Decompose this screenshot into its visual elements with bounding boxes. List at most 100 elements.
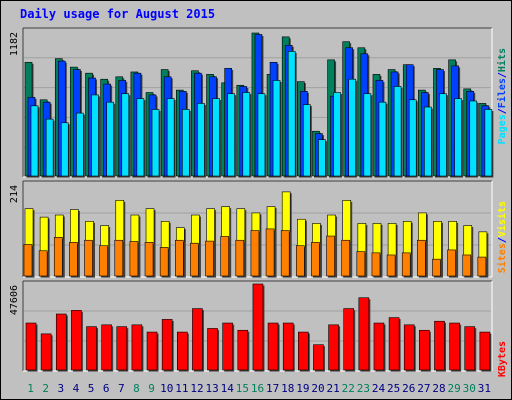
sites-bar xyxy=(220,236,229,277)
pages-bar xyxy=(197,103,205,177)
pages-bar xyxy=(166,98,175,177)
day-label: 1 xyxy=(27,382,34,395)
kbytes-bar xyxy=(192,308,203,371)
axis-max-label: 1182 xyxy=(9,32,20,56)
day-label: 24 xyxy=(372,382,386,395)
kbytes-bar xyxy=(328,324,339,371)
pages-bar xyxy=(333,92,341,177)
legend-separator: / xyxy=(497,72,508,78)
pages-bar xyxy=(76,112,84,177)
axis-max-label: 214 xyxy=(9,185,20,203)
kbytes-bar xyxy=(55,313,67,371)
kbytes-bar xyxy=(267,322,279,371)
kbytes-bar xyxy=(101,324,112,371)
sites-bar xyxy=(144,242,154,277)
day-label: 2 xyxy=(42,382,49,395)
pages-bar xyxy=(257,93,266,177)
kbytes-bar xyxy=(358,297,370,371)
pages-bar xyxy=(181,109,190,177)
kbytes-bar xyxy=(388,317,400,371)
day-label: 6 xyxy=(103,382,110,395)
day-label: 17 xyxy=(266,382,279,395)
kbytes-bar xyxy=(86,326,97,371)
pages-bar xyxy=(151,109,160,177)
kbytes-bar xyxy=(313,344,324,371)
day-label: 9 xyxy=(148,382,155,395)
kbytes-bar xyxy=(40,333,52,371)
sites-bar xyxy=(386,254,396,277)
legend-hits: Hits xyxy=(496,48,508,72)
day-label: 31 xyxy=(478,382,491,395)
pages-bar xyxy=(60,122,69,177)
legend-separator: / xyxy=(497,108,508,114)
kbytes-bar xyxy=(419,329,430,371)
pages-bar xyxy=(91,94,99,177)
sites-bar xyxy=(84,239,93,277)
pages-bar xyxy=(303,104,311,177)
day-label: 16 xyxy=(251,382,264,395)
kbytes-bar xyxy=(237,329,249,371)
pages-bar xyxy=(242,92,251,177)
kbytes-bar xyxy=(161,319,173,371)
kbytes-bar xyxy=(71,310,82,371)
day-label: 5 xyxy=(88,382,95,395)
kbytes-bar xyxy=(252,283,264,371)
kbytes-bar xyxy=(343,308,355,371)
day-label: 29 xyxy=(448,382,461,395)
pages-bar xyxy=(212,98,220,177)
sites-bar xyxy=(371,252,381,277)
sites-bar xyxy=(326,235,335,277)
kbytes-bar xyxy=(298,331,309,371)
sites-bar xyxy=(205,240,214,277)
kbytes-bar xyxy=(434,320,445,371)
kbytes-bar xyxy=(373,322,385,371)
kbytes-bar xyxy=(403,324,415,371)
kbytes-bar xyxy=(464,326,476,371)
kbytes-bar xyxy=(146,331,158,371)
legend-kbytes: KBytes xyxy=(497,341,508,377)
kbytes-bar xyxy=(116,326,128,371)
pages-bar xyxy=(287,51,296,177)
kbytes-bar xyxy=(176,331,188,371)
sites-bar xyxy=(174,239,184,277)
pages-bar xyxy=(30,105,39,177)
legend-visits: Visits xyxy=(496,201,508,237)
pages-bar xyxy=(136,98,145,177)
legend-separator: / xyxy=(497,237,508,243)
sites-bar xyxy=(417,239,426,277)
legend: Pages/Files/Hits xyxy=(496,48,508,144)
sites-bar xyxy=(53,237,63,277)
pages-bar xyxy=(424,106,432,177)
sites-bar xyxy=(462,254,472,277)
day-label: 22 xyxy=(342,382,355,395)
sites-bar xyxy=(432,258,441,277)
kbytes-bar xyxy=(479,331,491,371)
legend-pages: Pages xyxy=(497,114,508,144)
pages-bar xyxy=(318,139,326,177)
sites-bar xyxy=(159,247,169,277)
pages-bar xyxy=(439,93,447,177)
pages-bar xyxy=(227,93,235,177)
day-label: 30 xyxy=(463,382,476,395)
sites-bar xyxy=(190,242,199,277)
pages-bar xyxy=(363,93,372,177)
day-label: 4 xyxy=(73,382,80,395)
day-label: 7 xyxy=(118,382,125,395)
kbytes-bar xyxy=(449,322,460,371)
sites-bar xyxy=(129,241,139,277)
day-label: 8 xyxy=(133,382,140,395)
day-label: 11 xyxy=(175,382,188,395)
day-label: 21 xyxy=(327,382,340,395)
kbytes-bar xyxy=(282,322,294,371)
sites-bar xyxy=(477,256,487,277)
pages-bar xyxy=(45,118,54,177)
sites-bar xyxy=(99,245,108,277)
sites-bar xyxy=(296,245,305,277)
sites-bar xyxy=(250,230,260,277)
legend-files: Files xyxy=(496,78,508,108)
kbytes-bar xyxy=(222,322,233,371)
sites-bar xyxy=(447,249,456,277)
day-label: 12 xyxy=(190,382,203,395)
day-label: 15 xyxy=(236,382,249,395)
kbytes-bar xyxy=(131,324,143,371)
